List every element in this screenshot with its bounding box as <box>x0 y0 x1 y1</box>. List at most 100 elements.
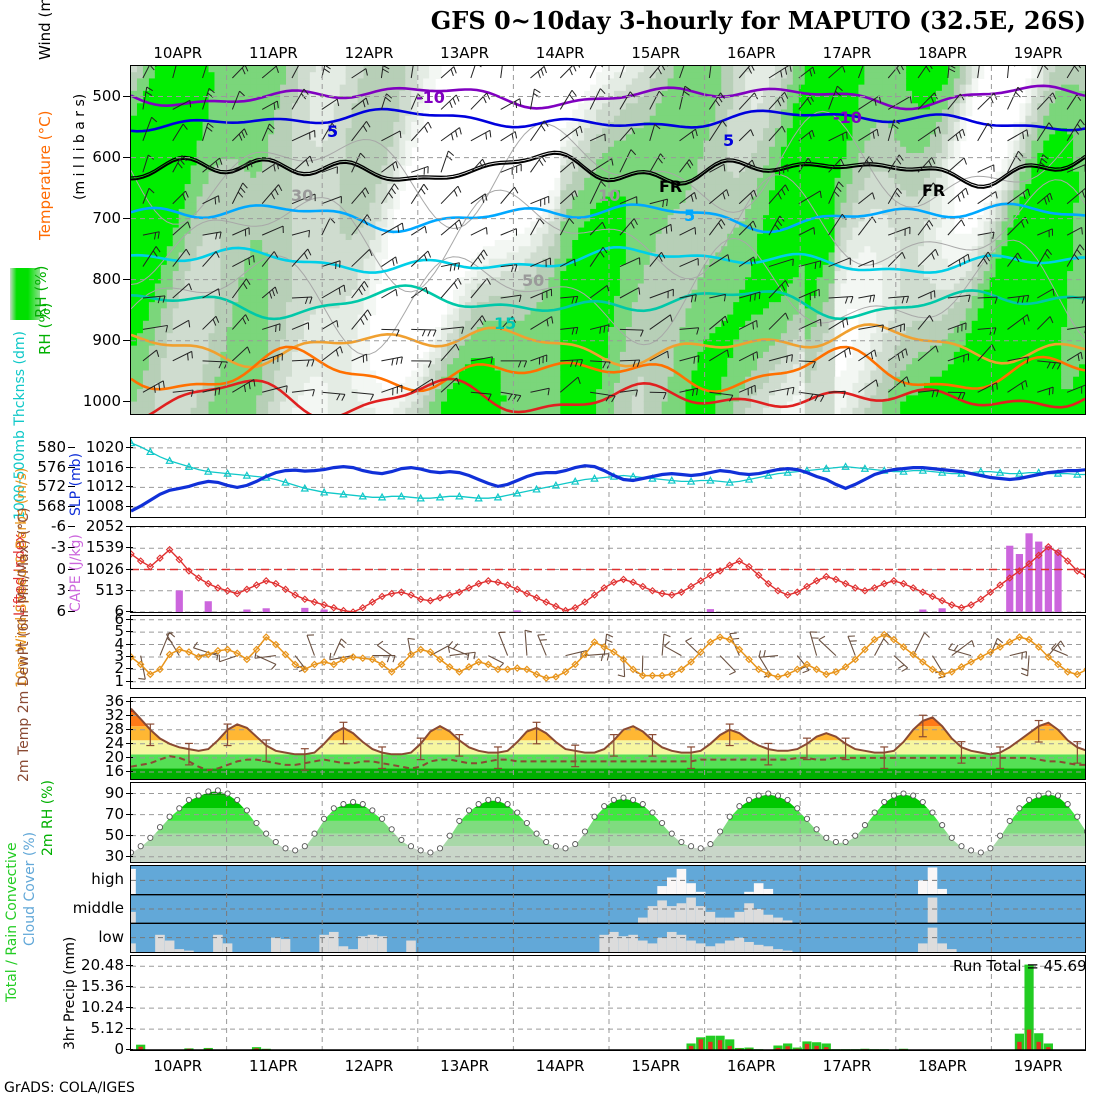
page-title: GFS 0~10day 3-hourly for MAPUTO (32.5E, … <box>430 6 1086 35</box>
rh-legend-swatch <box>10 268 40 320</box>
y-tick-mark <box>123 95 130 97</box>
date-label-19apr: 19APR <box>1013 44 1063 62</box>
y-tick-label: 3 <box>56 580 66 599</box>
y-tick-mark <box>126 770 133 772</box>
y-tick-label: 1020 <box>85 437 124 456</box>
y-tick-label: 1539 <box>85 538 124 557</box>
y-tick-mark <box>126 742 133 744</box>
y-tick-label: 900 <box>92 330 121 349</box>
y-tick-mark <box>126 668 133 670</box>
label-cloud-cover: Cloud Cover (%) <box>22 831 38 946</box>
temperature-y-axis: 16 20 24 28 32 36 <box>0 692 133 780</box>
y-tick-mark <box>126 446 133 448</box>
y-tick-mark <box>126 680 133 682</box>
cape-y-axis: -6 -3 0 3 6 2052 1539 1026 513 6 <box>0 517 133 620</box>
run-total: Run Total = 45.69 <box>953 957 1087 975</box>
y-tick-mark <box>68 526 75 527</box>
y-tick-label: 50 <box>104 825 124 844</box>
run-total-value: 45.69 <box>1043 957 1087 975</box>
y-tick-label: 3 <box>114 646 124 665</box>
run-total-label: Run Total = <box>953 957 1044 975</box>
y-tick-mark <box>68 568 75 570</box>
y-tick-label: 1026 <box>85 559 124 578</box>
cloud-y-axis: high middle low <box>0 865 130 953</box>
y-tick-label: 800 <box>92 269 121 288</box>
y-tick-mark <box>126 1049 133 1050</box>
y-tick-label: 6 <box>56 602 66 620</box>
y-tick-mark <box>126 506 133 508</box>
y-tick-mark <box>68 611 75 612</box>
y-tick-label: 572 <box>37 477 66 496</box>
y-tick-label: 4 <box>114 634 124 653</box>
y-tick-mark <box>126 1028 133 1030</box>
y-tick-mark <box>126 610 133 612</box>
label-precip-series: Total / Rain Convective <box>4 842 20 1002</box>
date-label-17apr: 17APR <box>822 44 872 62</box>
y-tick-mark <box>68 506 75 508</box>
y-tick-mark <box>126 965 133 967</box>
date-label-18apr: 18APR <box>918 1057 968 1075</box>
y-tick-mark <box>68 466 75 468</box>
contour-label: 10 <box>598 186 621 205</box>
y-tick-label: 90 <box>104 783 124 802</box>
date-label-19apr: 19APR <box>1013 1057 1063 1075</box>
upper-air-profile-panel[interactable] <box>130 65 1086 415</box>
contour-label: -10 <box>416 88 445 107</box>
y-tick-mark <box>126 834 133 836</box>
wind-speed-panel[interactable] <box>130 615 1086 689</box>
y-tick-mark <box>126 526 133 527</box>
y-tick-mark <box>126 986 133 988</box>
contour-label: 5 <box>327 122 339 141</box>
y-tick-label: 28 <box>104 719 124 738</box>
y-tick-mark <box>126 589 133 591</box>
lifted-index-cape-panel[interactable] <box>130 526 1086 613</box>
date-label-11apr: 11APR <box>248 44 298 62</box>
slp-thickness-panel[interactable] <box>130 437 1086 518</box>
date-label-14apr: 14APR <box>535 44 585 62</box>
bottom-date-axis: 10APR 11APR 12APR 13APR 14APR 15APR 16APR 17APR… <box>0 1053 1100 1077</box>
date-label-13apr: 13APR <box>440 1057 490 1075</box>
y-tick-label: 1 <box>114 671 124 690</box>
profile-y-axis: 500 600 700 800 900 1000 <box>0 65 130 415</box>
y-tick-mark <box>126 655 133 657</box>
y-tick-mark <box>123 339 130 341</box>
date-label-18apr: 18APR <box>918 44 968 62</box>
date-label-10apr: 10APR <box>153 44 203 62</box>
y-tick-label: 24 <box>104 733 124 752</box>
y-tick-label: 6 <box>114 609 124 628</box>
date-label-15apr: 15APR <box>631 44 681 62</box>
y-tick-mark <box>126 643 133 645</box>
date-label-16apr: 16APR <box>726 44 776 62</box>
contour-label: -10 <box>833 108 862 127</box>
y-tick-mark <box>126 792 133 794</box>
contour-label: 50 <box>522 271 545 290</box>
y-tick-label: 16 <box>104 761 124 780</box>
y-tick-label: 576 <box>37 457 66 476</box>
precipitation-panel[interactable] <box>130 955 1086 1051</box>
top-date-axis: 10APR 11APR 12APR 13APR 14APR 15APR 16APR 17APR… <box>0 44 1100 64</box>
y-tick-label: 2 <box>114 659 124 678</box>
rh-panel[interactable] <box>130 782 1086 863</box>
y-tick-mark <box>126 714 133 716</box>
y-tick-mark <box>126 568 133 570</box>
y-tick-mark <box>126 466 133 468</box>
date-label-13apr: 13APR <box>440 44 490 62</box>
y-tick-label: 30 <box>104 846 124 865</box>
y-tick-label: 600 <box>92 147 121 166</box>
y-tick-label: 2052 <box>85 517 124 535</box>
rh-legend-text: RH (%) <box>32 265 50 318</box>
date-label-11apr: 11APR <box>248 1057 298 1075</box>
y-tick-label: -3 <box>51 538 66 557</box>
y-tick-label: 32 <box>104 705 124 724</box>
y-tick-label: 1012 <box>85 477 124 496</box>
y-tick-label: 1016 <box>85 457 124 476</box>
contour-label: 30 <box>291 186 314 205</box>
rh-y-axis: 30 50 70 90 <box>0 782 133 865</box>
y-tick-mark <box>126 756 133 758</box>
y-tick-label: 568 <box>37 497 66 516</box>
cloud-cover-panel[interactable] <box>130 865 1086 953</box>
temperature-panel[interactable] <box>130 697 1086 780</box>
y-tick-label: 5 <box>114 622 124 641</box>
label-slp: SLP (mb) <box>68 452 84 516</box>
y-tick-label: 70 <box>104 804 124 823</box>
